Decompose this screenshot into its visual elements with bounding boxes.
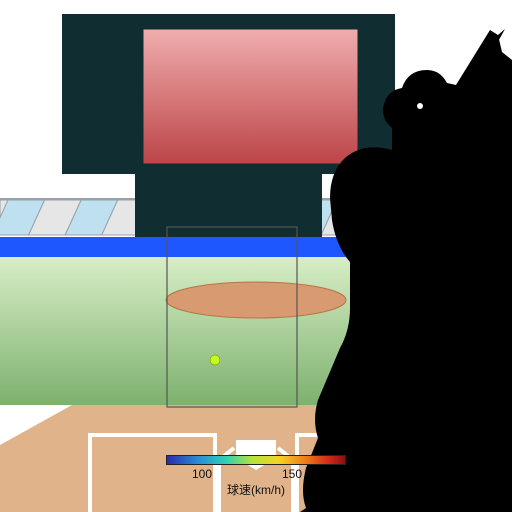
speed-legend: 100 150 球速(km/h) [166, 455, 346, 498]
pitch-location-scene: 100 150 球速(km/h) [0, 0, 512, 512]
scene-svg [0, 0, 512, 512]
speed-legend-bar [166, 455, 346, 465]
speed-legend-ticks: 100 150 [166, 467, 346, 481]
pitch-markers [210, 355, 220, 365]
speed-legend-title: 球速(km/h) [166, 481, 346, 498]
speed-legend-tick: 100 [192, 467, 212, 481]
pitchers-mound [166, 282, 346, 318]
pitch-marker [210, 355, 220, 365]
speed-legend-tick: 150 [282, 467, 302, 481]
